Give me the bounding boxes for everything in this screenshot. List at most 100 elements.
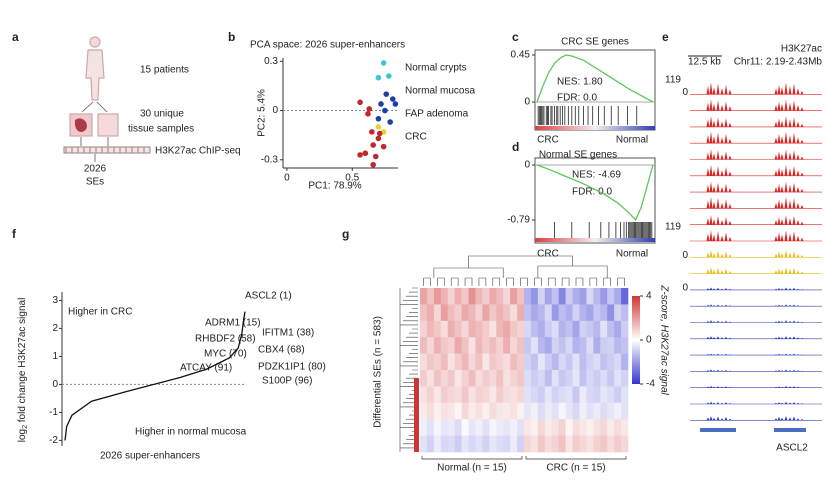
heatmap-cell [475, 370, 483, 387]
heatmap-cell [586, 402, 594, 420]
heatmap-cell [482, 320, 490, 338]
heatmap-cell [579, 402, 587, 420]
heatmap-cell [440, 337, 449, 354]
heatmap-cell [614, 370, 622, 387]
heatmap-cell [489, 288, 497, 305]
heatmap-cell [544, 320, 553, 338]
group-label: CRC (n = 15) [546, 463, 605, 474]
track-signal [690, 116, 822, 127]
y-axis-label-part: log [17, 429, 28, 442]
group-bracket [525, 456, 627, 460]
heatmap-cell [537, 353, 546, 371]
gene-model [700, 428, 736, 432]
heatmap-cell [454, 337, 462, 354]
heatmap-cell [530, 337, 539, 354]
track-signal [690, 336, 822, 339]
heatmap-cell [447, 370, 455, 387]
annotation: Higher in CRC [68, 307, 132, 318]
heatmap-cell [544, 304, 553, 322]
heatmap-cell [544, 435, 553, 453]
heatmap-cell [621, 386, 629, 404]
y-tick-label: -1 [49, 407, 58, 418]
x-label: Normal [616, 249, 648, 260]
point [365, 111, 371, 117]
heatmap-cell [454, 435, 462, 453]
heatmap-cell [510, 288, 518, 305]
heatmap-cell [447, 435, 455, 453]
heatmap-cell [544, 353, 553, 371]
gene-label: ATCAY (91) [180, 363, 232, 374]
heatmap-cell [621, 402, 629, 420]
heatmap-cell [551, 419, 559, 436]
heatmap-cell [524, 386, 532, 404]
heatmap-cell [537, 435, 546, 453]
point [392, 101, 399, 107]
heatmap-cell [517, 304, 525, 322]
heatmap-cell [517, 288, 525, 305]
heatmap-cell [614, 435, 622, 453]
heatmap-cell [530, 435, 539, 453]
colorbar-label: -4 [646, 379, 655, 390]
heatmap-cell [537, 402, 546, 420]
heatmap-cell [600, 304, 608, 322]
heatmap-cell [621, 288, 629, 305]
y-tick-label: 0 [272, 105, 278, 116]
heatmap-cell [489, 320, 497, 338]
heatmap-cell [586, 386, 594, 404]
heatmap-cell [600, 288, 608, 305]
heatmap-cell [572, 337, 580, 354]
heatmap-cell [433, 337, 442, 354]
heatmap-cell [468, 402, 476, 420]
heatmap-cell [579, 386, 587, 404]
heatmap-cell [433, 435, 442, 453]
heatmap-cell [544, 402, 553, 420]
colorbar-title: Z-score, H3K27ac signal [658, 284, 669, 395]
heatmap-cell [440, 370, 449, 387]
heatmap-cell [579, 419, 587, 436]
heatmap-cell [420, 402, 428, 420]
y-tick-label: 0 [682, 283, 688, 294]
heatmap-cell [586, 320, 594, 338]
heatmap-cell [565, 304, 573, 322]
heatmap-cell [607, 419, 615, 436]
heatmap-cell [558, 337, 566, 354]
heatmap-cell [586, 288, 594, 305]
heatmap-cell [530, 419, 539, 436]
heatmap-cell [454, 419, 462, 436]
panel-label: d [512, 140, 519, 154]
heatmap-cell [461, 386, 469, 404]
heatmap-cell [524, 288, 532, 305]
heatmap-cell [468, 320, 476, 338]
heatmap-cell [551, 353, 559, 371]
heatmap-cell [489, 402, 497, 420]
heatmap-cell [496, 402, 504, 420]
heatmap-cell [579, 337, 587, 354]
heatmap-cell [593, 402, 601, 420]
heatmap-cell [537, 337, 546, 354]
track-signal [690, 149, 822, 160]
heatmap-cell [433, 402, 442, 420]
heatmap-cell [593, 288, 601, 305]
heatmap-cell [607, 435, 615, 453]
track-signal [690, 250, 822, 258]
track-signal [690, 416, 822, 421]
y-axis-label-part: 2 [22, 425, 29, 429]
heatmap-cell [420, 320, 428, 338]
heatmap-cell [593, 304, 601, 322]
heatmap-cell [433, 320, 442, 338]
point [386, 73, 392, 79]
samples-text: tissue samples [128, 124, 194, 135]
rank-bar [535, 126, 655, 130]
heatmap-cell [579, 320, 587, 338]
heatmap-cell [607, 353, 615, 371]
heatmap-cell [614, 353, 622, 371]
heatmap-cell [558, 402, 566, 420]
y-tick-label: 0 [682, 250, 688, 261]
y-tick-label: 3 [52, 295, 58, 306]
heatmap-cell [426, 435, 435, 453]
heatmap-cell [524, 370, 532, 387]
heatmap-cell [572, 435, 580, 453]
gene-label: S100P (96) [262, 376, 312, 387]
heatmap-cell [524, 435, 532, 453]
heatmap-cell [537, 386, 546, 404]
